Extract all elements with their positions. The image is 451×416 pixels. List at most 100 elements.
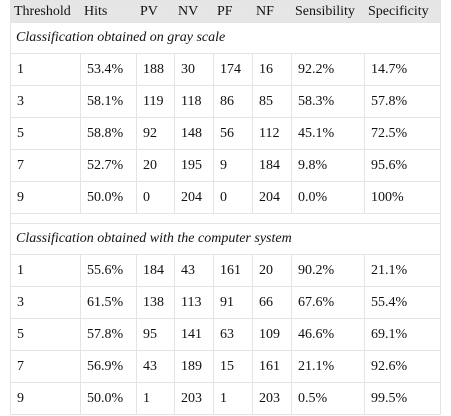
- table-cell: 0.0%: [291, 181, 365, 214]
- table-cell: 56: [213, 117, 253, 150]
- section-title: Classification obtained with the compute…: [10, 223, 441, 255]
- table-cell: 189: [174, 350, 214, 383]
- section-title-row: Classification obtained with the compute…: [10, 223, 441, 255]
- table-cell: 0.5%: [291, 382, 365, 415]
- table-row: 1 55.6% 184 43 161 20 90.2% 21.1%: [10, 254, 441, 287]
- column-header-pv: PV: [136, 0, 175, 23]
- table-cell: 43: [136, 350, 175, 383]
- table-cell: 9: [10, 382, 81, 415]
- table-row: 7 56.9% 43 189 15 161 21.1% 92.6%: [10, 350, 441, 383]
- table-row: 3 58.1% 119 118 86 85 58.3% 57.8%: [10, 85, 441, 118]
- table-cell: 91: [213, 286, 253, 319]
- table-cell: 203: [174, 382, 214, 415]
- table-cell: 195: [174, 149, 214, 182]
- section-spacer: [10, 213, 441, 224]
- table-cell: 1: [213, 382, 253, 415]
- table-cell: 56.9%: [80, 350, 137, 383]
- column-header-sensibility: Sensibility: [291, 0, 365, 23]
- header-row: Threshold Hits PV NV PF NF Sensibility S…: [10, 0, 441, 23]
- table-cell: 66: [252, 286, 292, 319]
- table-row: 1 53.4% 188 30 174 16 92.2% 14.7%: [10, 53, 441, 86]
- table-cell: 20: [136, 149, 175, 182]
- table-cell: 86: [213, 85, 253, 118]
- table-cell: 92.2%: [291, 53, 365, 86]
- table-cell: 1: [10, 53, 81, 86]
- table-cell: 0: [136, 181, 175, 214]
- column-header-pf: PF: [213, 0, 253, 23]
- table-cell: 100%: [364, 181, 441, 214]
- table-row: 7 52.7% 20 195 9 184 9.8% 95.6%: [10, 149, 441, 182]
- table-cell: 55.4%: [364, 286, 441, 319]
- table-cell: 161: [252, 350, 292, 383]
- table-cell: 20: [252, 254, 292, 287]
- table-cell: 161: [213, 254, 253, 287]
- table-cell: 57.8%: [80, 318, 137, 351]
- table-row: 5 58.8% 92 148 56 112 45.1% 72.5%: [10, 117, 441, 150]
- table-cell: 9.8%: [291, 149, 365, 182]
- table-cell: 45.1%: [291, 117, 365, 150]
- table-cell: 50.0%: [80, 382, 137, 415]
- table-cell: 67.6%: [291, 286, 365, 319]
- table-cell: 53.4%: [80, 53, 137, 86]
- table-cell: 141: [174, 318, 214, 351]
- table-cell: 58.1%: [80, 85, 137, 118]
- table-cell: 113: [174, 286, 214, 319]
- table-cell: 203: [252, 382, 292, 415]
- table-cell: 3: [10, 286, 81, 319]
- table-row: 5 57.8% 95 141 63 109 46.6% 69.1%: [10, 318, 441, 351]
- table-cell: 119: [136, 85, 175, 118]
- table-cell: 95: [136, 318, 175, 351]
- table-cell: 118: [174, 85, 214, 118]
- table-cell: 30: [174, 53, 214, 86]
- table-cell: 5: [10, 117, 81, 150]
- table-cell: 3: [10, 85, 81, 118]
- table-row: 9 50.0% 0 204 0 204 0.0% 100%: [10, 181, 441, 214]
- column-header-hits: Hits: [80, 0, 137, 23]
- spacer-cell: [10, 213, 441, 224]
- table-body: Classification obtained on gray scale 1 53…: [10, 22, 441, 415]
- table-cell: 1: [136, 382, 175, 415]
- table-cell: 15: [213, 350, 253, 383]
- table-cell: 14.7%: [364, 53, 441, 86]
- table-row: 9 50.0% 1 203 1 203 0.5% 99.5%: [10, 382, 441, 415]
- table-cell: 58.3%: [291, 85, 365, 118]
- table-cell: 52.7%: [80, 149, 137, 182]
- table-cell: 9: [213, 149, 253, 182]
- table-cell: 95.6%: [364, 149, 441, 182]
- table-cell: 72.5%: [364, 117, 441, 150]
- table-cell: 85: [252, 85, 292, 118]
- table-cell: 99.5%: [364, 382, 441, 415]
- table-cell: 46.6%: [291, 318, 365, 351]
- table-cell: 188: [136, 53, 175, 86]
- table-cell: 184: [136, 254, 175, 287]
- table-cell: 92.6%: [364, 350, 441, 383]
- table-cell: 21.1%: [364, 254, 441, 287]
- table-cell: 0: [213, 181, 253, 214]
- table-cell: 7: [10, 149, 81, 182]
- table-row: 3 61.5% 138 113 91 66 67.6% 55.4%: [10, 286, 441, 319]
- table-cell: 63: [213, 318, 253, 351]
- table-cell: 5: [10, 318, 81, 351]
- column-header-threshold: Threshold: [10, 0, 81, 23]
- table-cell: 55.6%: [80, 254, 137, 287]
- column-header-nf: NF: [252, 0, 292, 23]
- column-header-nv: NV: [174, 0, 214, 23]
- table-cell: 7: [10, 350, 81, 383]
- table-cell: 58.8%: [80, 117, 137, 150]
- section-title-row: Classification obtained on gray scale: [10, 22, 441, 54]
- results-table: Threshold Hits PV NV PF NF Sensibility S…: [10, 0, 441, 415]
- table-cell: 61.5%: [80, 286, 137, 319]
- table-cell: 57.8%: [364, 85, 441, 118]
- table-cell: 69.1%: [364, 318, 441, 351]
- table-cell: 174: [213, 53, 253, 86]
- table-cell: 90.2%: [291, 254, 365, 287]
- section-title: Classification obtained on gray scale: [10, 22, 441, 54]
- table-cell: 204: [174, 181, 214, 214]
- table-cell: 21.1%: [291, 350, 365, 383]
- column-header-specificity: Specificity: [364, 0, 441, 23]
- table-cell: 9: [10, 181, 81, 214]
- table-cell: 1: [10, 254, 81, 287]
- table-cell: 109: [252, 318, 292, 351]
- table-cell: 92: [136, 117, 175, 150]
- table-cell: 148: [174, 117, 214, 150]
